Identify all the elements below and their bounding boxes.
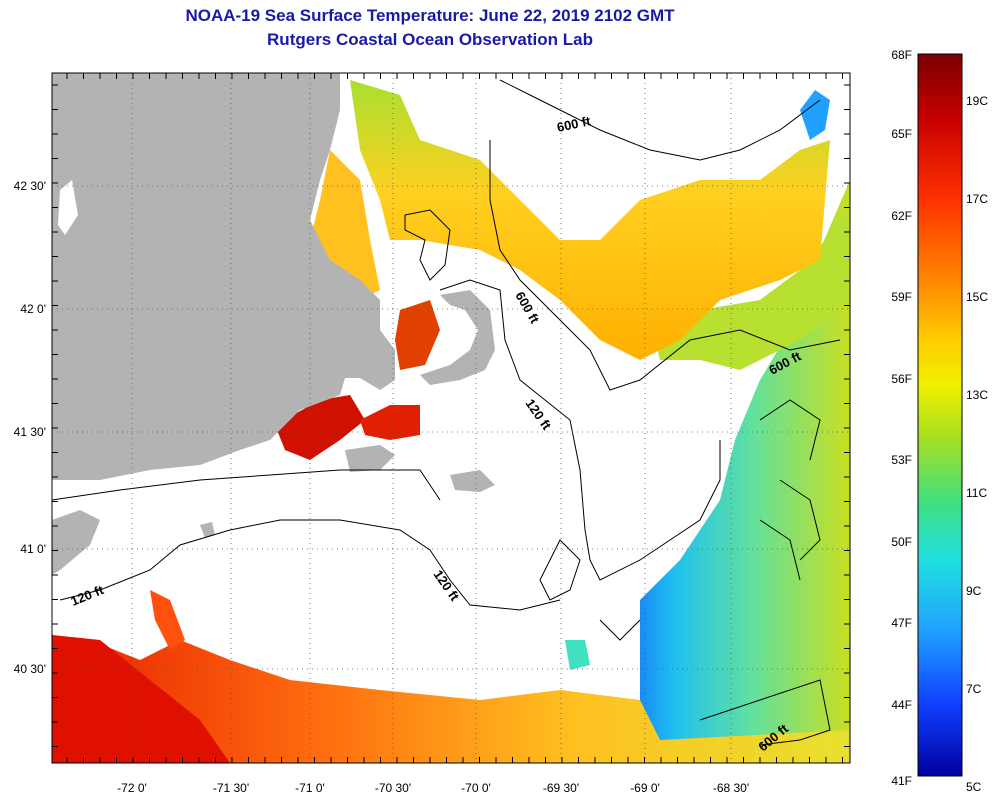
colorbar-c-label: 5C [966,780,982,794]
latitude-labels: 42 30' 42 0' 41 30' 41 0' 40 30' [14,179,46,676]
colorbar-f-label: 62F [891,209,912,223]
colorbar-c-label: 15C [966,290,988,304]
colorbar-c-label: 9C [966,584,982,598]
colorbar-f-label: 68F [891,48,912,62]
colorbar-f-label: 65F [891,127,912,141]
lat-label: 40 30' [14,662,46,676]
lat-label: 41 30' [14,425,46,439]
colorbar-f-label: 41F [891,774,912,788]
lon-label: -69 0' [630,781,660,795]
lon-label: -69 30' [543,781,579,795]
colorbar-f-label: 47F [891,616,912,630]
map-frame [51,72,851,764]
longitude-labels: -72 0' -71 30' -71 0' -70 30' -70 0' -69… [117,781,749,795]
graticule [52,73,850,763]
lon-label: -70 0' [461,781,491,795]
lat-label: 42 30' [14,179,46,193]
colorbar-c-label: 13C [966,388,988,402]
colorbar-c-label: 19C [966,94,988,108]
sst-data-layer [52,80,850,763]
lon-label: -71 0' [295,781,325,795]
colorbar-f-label: 56F [891,372,912,386]
lat-label: 42 0' [20,302,46,316]
colorbar-c-label: 11C [966,486,987,500]
lon-label: -68 30' [713,781,749,795]
colorbar: 68F 65F 62F 59F 56F 53F 50F 47F 44F 41F … [891,48,988,794]
depth-contours [52,79,841,746]
colorbar-f-label: 53F [891,453,912,467]
colorbar-f-label: 50F [891,535,912,549]
lon-label: -71 30' [213,781,249,795]
contour-label: 600 ft [556,113,593,135]
colorbar-c-label: 7C [966,682,982,696]
map-title: NOAA-19 Sea Surface Temperature: June 22… [185,6,675,25]
colorbar-f-label: 44F [891,698,912,712]
lon-label: -72 0' [117,781,147,795]
colorbar-c-label: 17C [966,192,988,206]
colorbar-f-label: 59F [891,290,912,304]
lat-label: 41 0' [20,542,46,556]
lon-label: -70 30' [375,781,411,795]
frame-ticks [52,73,850,763]
colorbar-gradient [917,53,963,777]
map-subtitle: Rutgers Coastal Ocean Observation Lab [267,30,593,49]
